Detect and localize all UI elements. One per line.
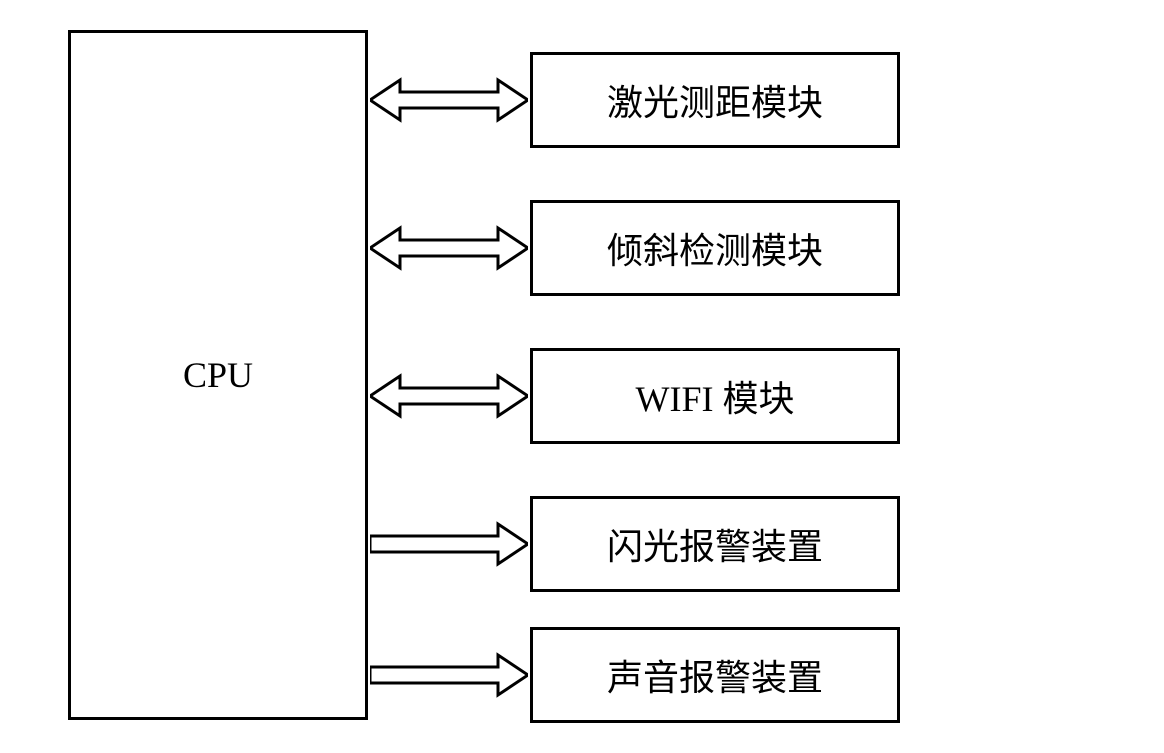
module-tilt-label: 倾斜检测模块: [607, 222, 823, 274]
module-wifi-label: WIFI 模块: [636, 370, 795, 422]
module-wifi: WIFI 模块: [530, 348, 900, 444]
cpu-box: CPU: [68, 30, 368, 720]
module-tilt: 倾斜检测模块: [530, 200, 900, 296]
module-sound-label: 声音报警装置: [607, 649, 823, 701]
arrow-tilt: [370, 225, 528, 271]
arrow-wifi: [370, 373, 528, 419]
module-flash-label: 闪光报警装置: [607, 518, 823, 570]
arrow-sound: [370, 652, 528, 698]
diagram-canvas: CPU 激光测距模块倾斜检测模块 WIFI 模块闪光报警装置声音报警装置: [0, 0, 1164, 753]
module-laser: 激光测距模块: [530, 52, 900, 148]
arrow-flash: [370, 521, 528, 567]
arrow-laser: [370, 77, 528, 123]
module-laser-label: 激光测距模块: [607, 74, 823, 126]
module-sound: 声音报警装置: [530, 627, 900, 723]
module-flash: 闪光报警装置: [530, 496, 900, 592]
cpu-box-label: CPU: [183, 354, 253, 396]
